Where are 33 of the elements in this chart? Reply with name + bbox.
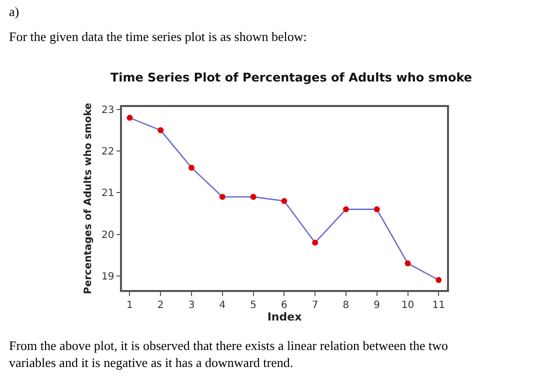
y-tick-label: 20 xyxy=(102,230,114,241)
point xyxy=(250,194,256,200)
x-tick-label: 11 xyxy=(432,300,446,311)
x-tick-label: 2 xyxy=(157,300,164,311)
x-tick-label: 10 xyxy=(401,300,414,311)
y-axis-title: Percentages of Adults who smoke xyxy=(83,102,94,294)
x-axis-title: Index xyxy=(267,310,302,324)
y-tick-label: 22 xyxy=(102,146,114,158)
y-tick-label: 23 xyxy=(102,105,114,116)
chart-title: Time Series Plot of Percentages of Adults who smoke xyxy=(110,70,472,84)
x-tick-label: 6 xyxy=(281,300,288,311)
point xyxy=(158,127,164,134)
x-tick-label: 1 xyxy=(126,300,133,311)
x-tick-label: 4 xyxy=(219,300,226,311)
text: a) xyxy=(9,4,20,19)
point xyxy=(436,277,442,284)
point xyxy=(281,198,288,204)
point xyxy=(342,206,349,212)
point xyxy=(312,240,318,246)
y-tick-label: 19 xyxy=(102,271,114,282)
point xyxy=(126,114,133,121)
point xyxy=(404,260,411,266)
point xyxy=(188,164,195,171)
x-tick-label: 7 xyxy=(312,300,318,311)
x-tick-label: 8 xyxy=(342,300,350,311)
point xyxy=(374,206,380,212)
y-tick-label: 21 xyxy=(102,188,114,200)
x-tick-label: 9 xyxy=(374,300,380,311)
x-tick-label: 3 xyxy=(188,300,195,311)
text: For the given data the time series plot is as shown below: xyxy=(9,29,307,44)
text: From the above plot, it is observed that there exists a linear relation between the two variables and it is negative as it has a downward trend. xyxy=(9,338,448,370)
point xyxy=(219,194,226,200)
x-tick-label: 5 xyxy=(250,300,256,311)
